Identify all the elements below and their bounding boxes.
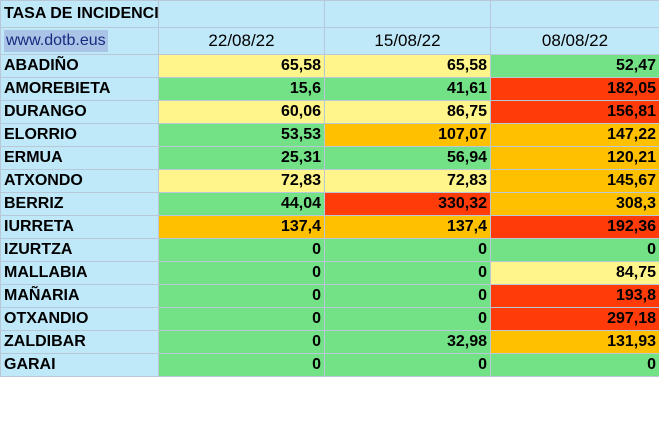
incidence-value: 72,83 [158, 169, 325, 193]
incidence-value: 0 [490, 238, 659, 262]
incidence-value: 41,61 [324, 77, 491, 101]
incidence-value: 147,22 [490, 123, 659, 147]
incidence-value: 52,47 [490, 54, 659, 78]
incidence-value: 44,04 [158, 192, 325, 216]
municipality-name: MALLABIA [0, 261, 159, 285]
table-row: ZALDIBAR 0 32,98 131,93 [0, 330, 659, 354]
table-row: ABADIÑO 65,58 65,58 52,47 [0, 54, 659, 78]
incidence-value: 65,58 [324, 54, 491, 78]
incidence-value: 84,75 [490, 261, 659, 285]
municipality-name: MAÑARIA [0, 284, 159, 308]
incidence-value: 156,81 [490, 100, 659, 124]
municipality-name: OTXANDIO [0, 307, 159, 331]
incidence-value: 0 [158, 307, 325, 331]
incidence-value: 131,93 [490, 330, 659, 354]
incidence-value: 53,53 [158, 123, 325, 147]
table-row: MALLABIA 0 0 84,75 [0, 261, 659, 285]
incidence-value: 0 [158, 330, 325, 354]
incidence-value: 120,21 [490, 146, 659, 170]
column-header: 15/08/22 [324, 27, 491, 55]
incidence-value: 65,58 [158, 54, 325, 78]
municipality-name: BERRIZ [0, 192, 159, 216]
title-empty-cell [324, 0, 491, 28]
incidence-value: 72,83 [324, 169, 491, 193]
website-label: www.dotb.eus [4, 30, 108, 52]
incidence-table: TASA DE INCIDENCIA www.dotb.eus 22/08/22… [0, 0, 659, 377]
incidence-value: 182,05 [490, 77, 659, 101]
incidence-value: 297,18 [490, 307, 659, 331]
municipality-name: IURRETA [0, 215, 159, 239]
column-header: 22/08/22 [158, 27, 325, 55]
incidence-value: 32,98 [324, 330, 491, 354]
table-row: IURRETA 137,4 137,4 192,36 [0, 215, 659, 239]
table-row: ELORRIO 53,53 107,07 147,22 [0, 123, 659, 147]
incidence-value: 0 [158, 238, 325, 262]
municipality-name: ZALDIBAR [0, 330, 159, 354]
title-empty-cell [158, 0, 325, 28]
table-row: DURANGO 60,06 86,75 156,81 [0, 100, 659, 124]
municipality-name: DURANGO [0, 100, 159, 124]
title-row: TASA DE INCIDENCIA [0, 0, 659, 28]
municipality-name: GARAI [0, 353, 159, 377]
table-row: ERMUA 25,31 56,94 120,21 [0, 146, 659, 170]
incidence-value: 308,3 [490, 192, 659, 216]
table-row: GARAI 0 0 0 [0, 353, 659, 377]
header-row: www.dotb.eus 22/08/22 15/08/22 08/08/22 [0, 27, 659, 55]
incidence-value: 193,8 [490, 284, 659, 308]
incidence-value: 0 [324, 238, 491, 262]
title-empty-cell [490, 0, 659, 28]
incidence-value: 25,31 [158, 146, 325, 170]
column-header: 08/08/22 [490, 27, 659, 55]
incidence-value: 0 [158, 353, 325, 377]
municipality-name: ERMUA [0, 146, 159, 170]
municipality-name: AMOREBIETA [0, 77, 159, 101]
municipality-name: IZURTZA [0, 238, 159, 262]
incidence-value: 0 [490, 353, 659, 377]
website-cell: www.dotb.eus [0, 27, 159, 55]
incidence-value: 0 [158, 284, 325, 308]
incidence-value: 0 [324, 353, 491, 377]
incidence-value: 86,75 [324, 100, 491, 124]
incidence-value: 15,6 [158, 77, 325, 101]
municipality-name: ATXONDO [0, 169, 159, 193]
table-row: IZURTZA 0 0 0 [0, 238, 659, 262]
incidence-value: 137,4 [324, 215, 491, 239]
municipality-name: ELORRIO [0, 123, 159, 147]
table-row: ATXONDO 72,83 72,83 145,67 [0, 169, 659, 193]
table-row: BERRIZ 44,04 330,32 308,3 [0, 192, 659, 216]
table-row: AMOREBIETA 15,6 41,61 182,05 [0, 77, 659, 101]
incidence-value: 145,67 [490, 169, 659, 193]
incidence-value: 60,06 [158, 100, 325, 124]
municipality-name: ABADIÑO [0, 54, 159, 78]
table-row: OTXANDIO 0 0 297,18 [0, 307, 659, 331]
incidence-value: 0 [324, 261, 491, 285]
table-title: TASA DE INCIDENCIA [0, 0, 159, 28]
incidence-value: 137,4 [158, 215, 325, 239]
incidence-value: 107,07 [324, 123, 491, 147]
incidence-value: 0 [158, 261, 325, 285]
incidence-value: 192,36 [490, 215, 659, 239]
table-row: MAÑARIA 0 0 193,8 [0, 284, 659, 308]
incidence-value: 0 [324, 284, 491, 308]
incidence-value: 330,32 [324, 192, 491, 216]
incidence-value: 56,94 [324, 146, 491, 170]
incidence-value: 0 [324, 307, 491, 331]
